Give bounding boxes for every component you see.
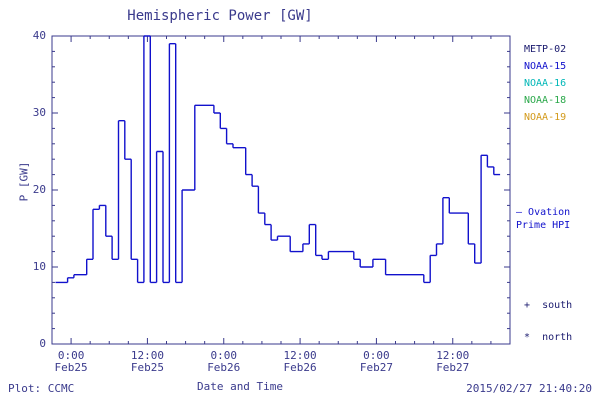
footer-timestamp: 2015/02/27 21:40:20 bbox=[466, 382, 592, 395]
x-axis-label: Date and Time bbox=[196, 380, 284, 393]
legend-marker-south: + south bbox=[524, 300, 572, 311]
plot-frame bbox=[51, 35, 511, 345]
series-noaa-15 bbox=[55, 35, 501, 284]
legend-entry-noaa-19[interactable]: NOAA-19 bbox=[524, 112, 567, 123]
x-tick-time: 0:00 bbox=[57, 349, 85, 362]
x-tick-label: 0:00 Feb25 bbox=[41, 350, 101, 374]
y-tick-label: 10 bbox=[32, 260, 46, 273]
x-tick-time: 12:00 bbox=[436, 349, 470, 362]
ovation-dash-icon: — bbox=[516, 207, 529, 218]
legend-entry-metp-02[interactable]: METP-02 bbox=[524, 44, 567, 55]
x-tick-label: 12:00 Feb26 bbox=[270, 350, 330, 374]
x-tick-time: 0:00 bbox=[210, 349, 238, 362]
x-tick-label: 0:00 Feb26 bbox=[194, 350, 254, 374]
legend-entry-noaa-16[interactable]: NOAA-16 bbox=[524, 78, 567, 89]
x-tick-label: 12:00 Feb25 bbox=[117, 350, 177, 374]
chart-title: Hemispheric Power [GW] bbox=[127, 8, 313, 24]
x-tick-date: Feb25 bbox=[130, 361, 164, 374]
x-tick-date: Feb26 bbox=[283, 361, 317, 374]
y-tick-label: 40 bbox=[32, 29, 46, 42]
ovation-label-line2: Prime HPI bbox=[516, 220, 571, 231]
x-tick-label: 12:00 Feb27 bbox=[423, 350, 483, 374]
legend-entry-ovation-prime-hpi[interactable]: — Ovation Prime HPI bbox=[516, 206, 570, 232]
legend-entry-noaa-18[interactable]: NOAA-18 bbox=[524, 95, 567, 106]
marker-symbol-south-icon: + bbox=[524, 300, 531, 311]
y-tick-label: 0 bbox=[39, 337, 46, 350]
footer-plot-source: Plot: CCMC bbox=[8, 382, 75, 395]
x-tick-date: Feb26 bbox=[207, 361, 241, 374]
marker-symbol-north-icon: * bbox=[524, 332, 531, 343]
x-tick-date: Feb27 bbox=[436, 361, 470, 374]
y-tick-label: 20 bbox=[32, 183, 46, 196]
x-tick-time: 12:00 bbox=[130, 349, 164, 362]
marker-label-south: south bbox=[542, 300, 573, 311]
x-tick-label: 0:00 Feb27 bbox=[346, 350, 406, 374]
legend-marker-north: * north bbox=[524, 332, 572, 343]
x-tick-time: 12:00 bbox=[283, 349, 317, 362]
marker-label-north: north bbox=[542, 332, 573, 343]
legend-entry-noaa-15[interactable]: NOAA-15 bbox=[524, 61, 567, 72]
x-tick-date: Feb25 bbox=[54, 361, 88, 374]
x-tick-date: Feb27 bbox=[359, 361, 393, 374]
x-tick-time: 0:00 bbox=[363, 349, 390, 362]
y-tick-label: 30 bbox=[32, 106, 46, 119]
ovation-label-line1: Ovation bbox=[528, 207, 571, 218]
